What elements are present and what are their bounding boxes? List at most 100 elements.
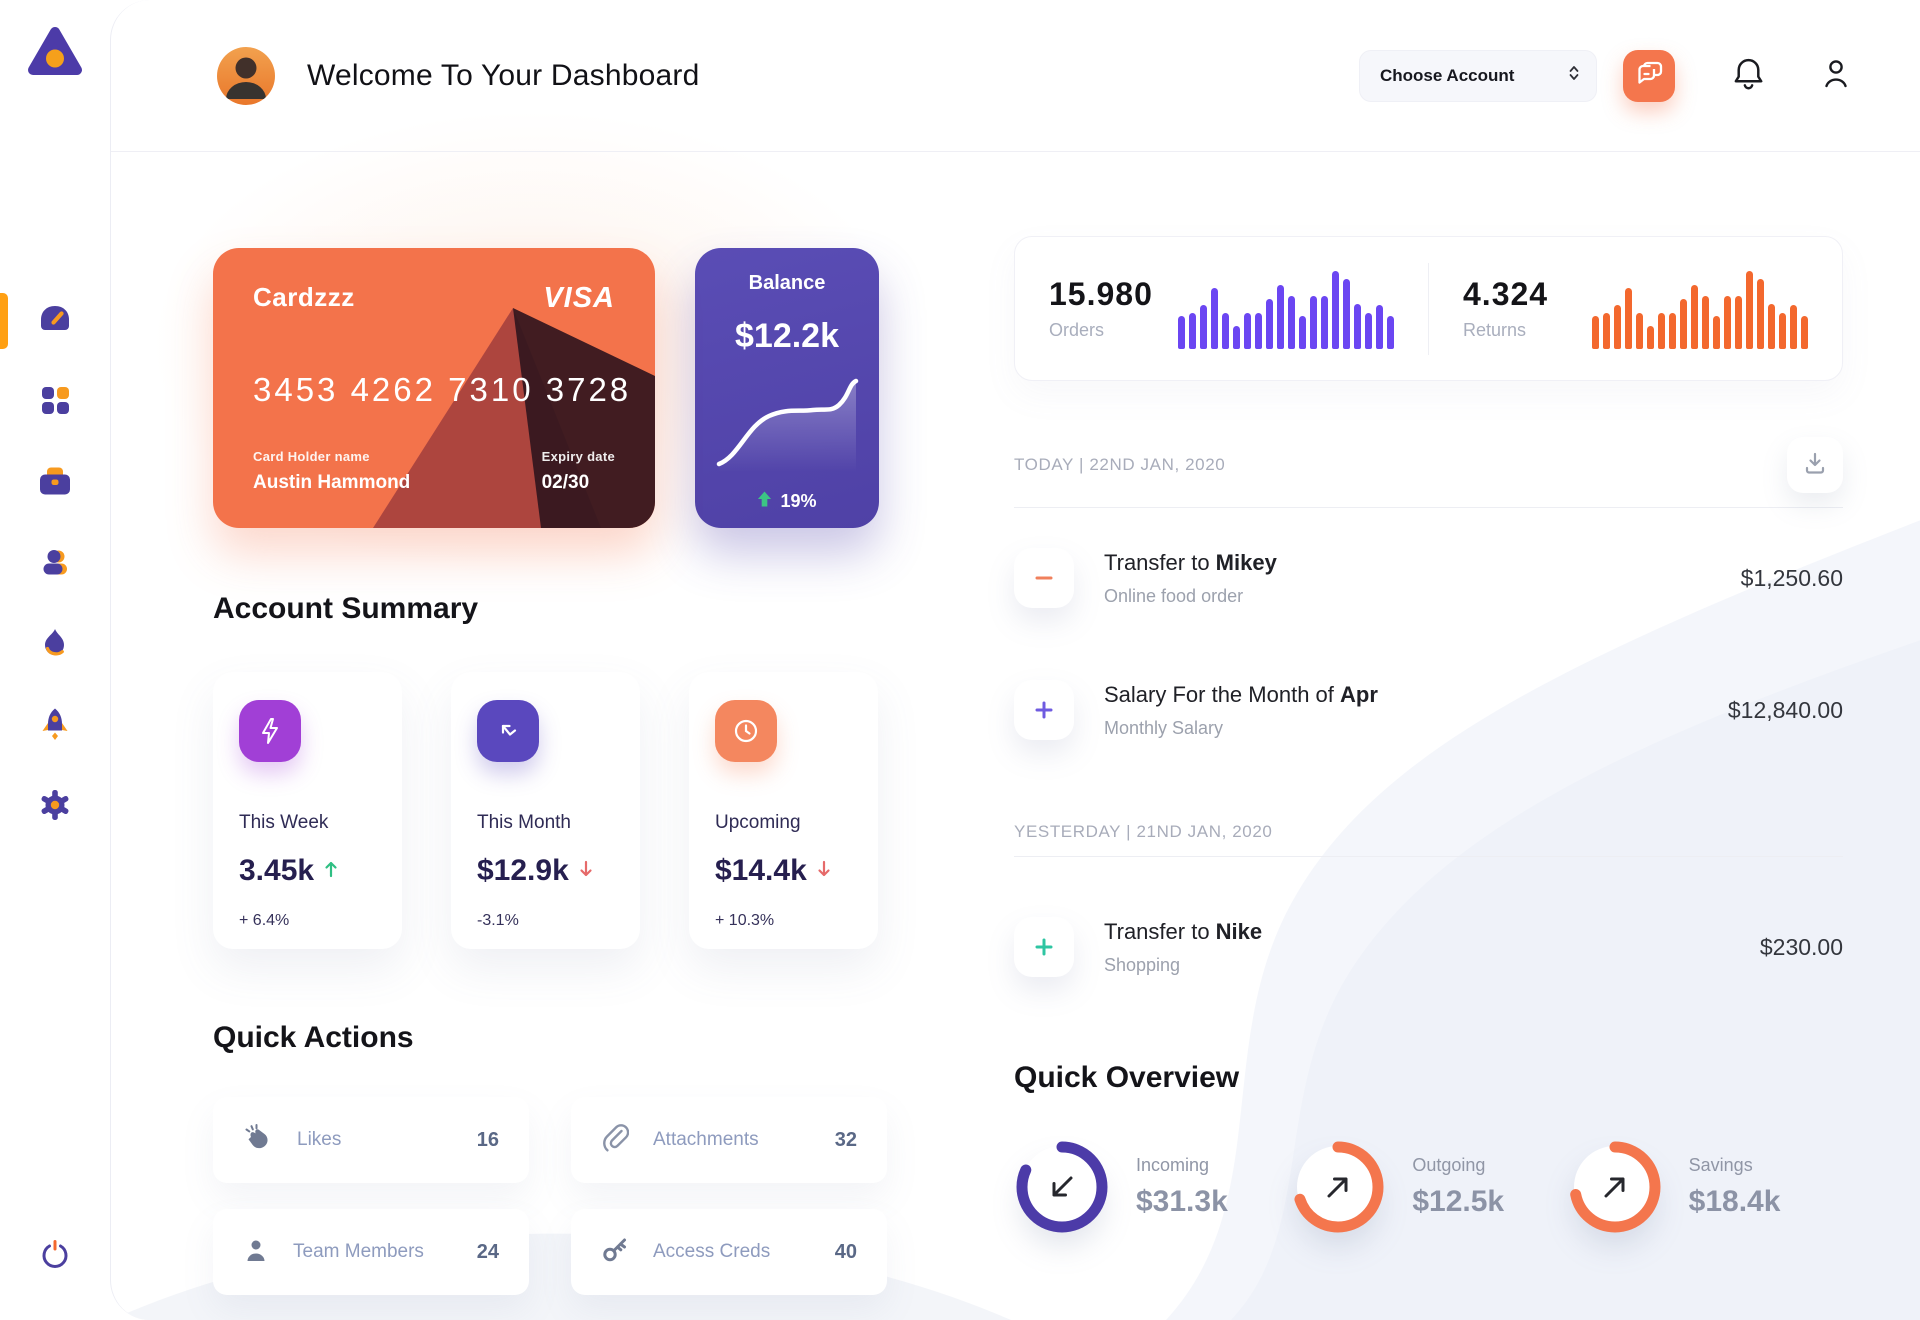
minus-icon [1014,548,1074,608]
outgoing-donut [1290,1139,1386,1235]
summary-value: $12.9k [477,854,569,887]
overview-outgoing: Outgoing $12.5k [1290,1139,1533,1235]
messages-button[interactable] [1623,49,1675,102]
transaction-amount: $1,250.60 [1740,564,1843,591]
quick-action-label: Likes [297,1129,342,1150]
lightning-icon [239,700,301,762]
sidebar-item-dashboard[interactable] [0,293,110,349]
overview-value: $18.4k [1688,1185,1781,1218]
sidebar-item-contacts[interactable] [0,547,110,581]
quick-action-attachments[interactable]: Attachments 32 [571,1097,887,1183]
transaction-row[interactable]: Salary For the Month of Apr Monthly Sala… [1014,680,1843,740]
summary-card-week: This Week 3.45k + 6.4% [213,672,402,949]
transaction-title: Salary For the Month of Apr [1104,681,1378,707]
header: Welcome To Your Dashboard Choose Account [111,0,1920,152]
today-date-header: TODAY | 22ND JAN, 2020 [1014,455,1226,474]
transaction-row[interactable]: Transfer to Mikey Online food order $1,2… [1014,548,1843,608]
returns-stat: 4.324 Returns [1429,269,1842,349]
card-art [373,308,655,528]
bell-icon [1733,57,1764,95]
triangle-logo[interactable] [27,26,83,81]
orders-sparkline [1178,269,1394,349]
divider [1014,856,1843,857]
logout-button[interactable] [40,1239,70,1274]
sidebar-item-launch[interactable] [0,708,110,743]
quick-action-team-members[interactable]: Team Members 24 [213,1209,529,1295]
arrow-down-left-icon [1052,1176,1073,1197]
transaction-row[interactable]: Transfer to Nike Shopping $230.00 [1014,917,1843,977]
credit-card: Cardzzz VISA 3453 4262 7310 3728 Card Ho… [213,248,655,528]
arrow-up-right-icon [1604,1177,1625,1198]
quick-action-count: 24 [476,1240,499,1263]
card-holder-label: Card Holder name [253,449,370,464]
returns-label: Returns [1463,320,1527,340]
quick-action-label: Team Members [293,1241,424,1262]
summary-label: Upcoming [715,812,801,833]
quick-action-access-creds[interactable]: Access Creds 40 [571,1209,887,1295]
incoming-donut [1014,1139,1110,1235]
overview-label: Savings [1688,1155,1753,1175]
choose-account-select[interactable]: Choose Account [1359,49,1597,102]
yesterday-date-header: YESTERDAY | 21ND JAN, 2020 [1014,822,1273,841]
overview-incoming: Incoming $31.3k [1014,1139,1257,1235]
overview-label: Incoming [1136,1155,1210,1175]
quick-action-count: 32 [834,1128,857,1151]
briefcase-icon [38,466,72,501]
clock-icon [715,700,777,762]
sidebar-item-trending[interactable] [0,628,110,662]
orders-stat: 15.980 Orders [1015,269,1428,349]
user-icon [1822,58,1850,94]
summary-value: 3.45k [239,854,315,887]
sidebar-item-apps[interactable] [0,385,110,419]
savings-donut [1567,1139,1663,1235]
summary-delta: -3.1% [477,912,519,929]
speedometer-icon [38,304,72,339]
clap-icon [243,1123,273,1158]
balance-change-value: 19% [780,491,817,511]
summary-card-upcoming: Upcoming $14.4k + 10.3% [689,672,878,949]
trend-down-icon [817,860,831,883]
summary-card-month: This Month $12.9k -3.1% [451,672,640,949]
main-panel: Welcome To Your Dashboard Choose Account [110,0,1920,1320]
active-indicator [0,293,8,349]
member-icon [243,1237,269,1268]
summary-delta: + 10.3% [715,912,775,929]
card-expiry-label: Expiry date [541,449,615,464]
quick-action-label: Access Creds [653,1241,771,1262]
card-expiry-value: 02/30 [541,472,590,493]
quick-action-count: 40 [834,1240,857,1263]
balance-title: Balance [748,272,826,294]
notifications-button[interactable] [1733,57,1764,95]
overview-value: $12.5k [1412,1185,1505,1218]
download-icon [1803,451,1827,480]
page-title: Welcome To Your Dashboard [307,58,700,92]
transaction-amount: $12,840.00 [1727,696,1843,723]
quick-actions-grid: Likes 16 Attachments 32 [213,1097,887,1295]
returns-sparkline [1592,269,1808,349]
returns-value: 4.324 [1463,276,1549,312]
download-button[interactable] [1787,437,1843,493]
sidebar-item-work[interactable] [0,466,110,500]
quick-overview-row: Incoming $31.3k [1014,1139,1843,1235]
transaction-title: Transfer to Nike [1104,918,1263,944]
overview-value: $31.3k [1136,1185,1228,1218]
sidebar-item-settings[interactable] [0,789,110,824]
summary-delta: + 6.4% [239,912,290,929]
card-holder-name: Austin Hammond [253,472,411,493]
transaction-amount: $230.00 [1759,933,1843,960]
chevron-updown-icon [1568,64,1580,87]
right-column: 15.980 Orders 4.324 Returns [1014,236,1843,1295]
profile-button[interactable] [1822,58,1850,94]
plus-icon [1014,680,1074,740]
quick-actions-title: Quick Actions [213,1021,414,1054]
choose-account-label: Choose Account [1380,65,1515,85]
quick-action-likes[interactable]: Likes 16 [213,1097,529,1183]
user-avatar [217,46,275,105]
content: Cardzzz VISA 3453 4262 7310 3728 Card Ho… [111,152,1920,1295]
quick-action-label: Attachments [653,1129,759,1150]
summary-value: $14.4k [715,854,807,887]
stats-divider [1428,262,1429,355]
sidebar-nav [0,293,110,824]
summary-label: This Week [239,812,329,833]
